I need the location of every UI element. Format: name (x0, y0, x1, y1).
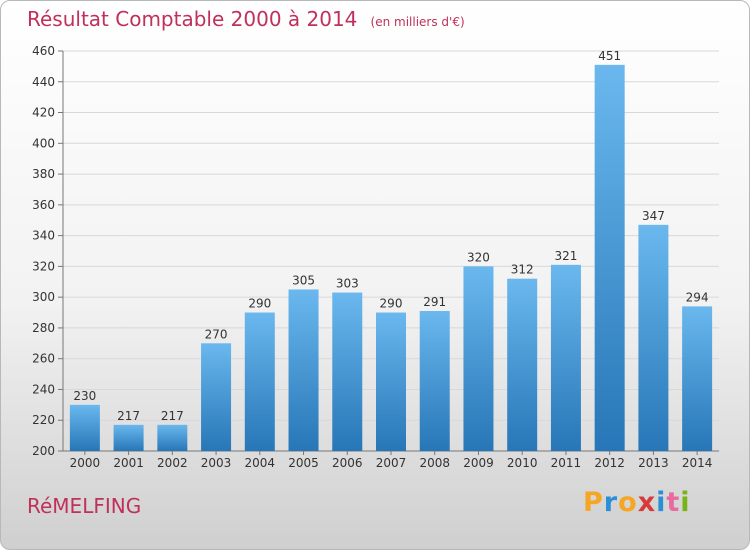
x-tick-label-2003: 2003 (201, 456, 232, 470)
value-label-2002: 217 (161, 409, 184, 423)
bar-2014 (682, 306, 713, 451)
bar-2011 (550, 264, 581, 451)
x-tick-label-2014: 2014 (682, 456, 713, 470)
title-row: Résultat Comptable 2000 à 2014 (en milli… (27, 7, 465, 31)
chart-unit: (en milliers d'€) (370, 15, 465, 29)
y-tick-label: 460 (32, 44, 55, 58)
y-tick-label: 360 (32, 198, 55, 212)
logo-letter: t (666, 487, 681, 518)
y-tick-label: 340 (32, 229, 55, 243)
bar-2008 (419, 311, 450, 451)
x-tick-label-2012: 2012 (594, 456, 625, 470)
y-tick-label: 280 (32, 321, 55, 335)
y-tick-label: 300 (32, 290, 55, 304)
bar-2000 (69, 404, 100, 451)
value-label-2009: 320 (467, 250, 490, 264)
logo-letter: i (680, 487, 691, 518)
bar-2005 (288, 289, 319, 451)
bar-2012 (594, 64, 625, 451)
x-tick-label-2010: 2010 (507, 456, 538, 470)
value-label-2008: 291 (423, 295, 446, 309)
bar-2009 (463, 266, 494, 451)
x-tick-label-2008: 2008 (419, 456, 450, 470)
bar-2001 (113, 424, 144, 451)
y-tick-label: 260 (32, 352, 55, 366)
logo-letter: x (637, 487, 657, 518)
value-label-2014: 294 (686, 290, 709, 304)
x-tick-label-2002: 2002 (157, 456, 188, 470)
x-tick-label-2011: 2011 (551, 456, 582, 470)
value-label-2003: 270 (205, 327, 228, 341)
x-tick-label-2004: 2004 (245, 456, 276, 470)
y-tick-label: 320 (32, 259, 55, 273)
x-tick-label-2005: 2005 (288, 456, 319, 470)
city-name: RéMELFING (27, 494, 142, 518)
logo-letter: o (618, 487, 638, 518)
y-tick-label: 200 (32, 444, 55, 458)
value-label-2011: 321 (554, 249, 577, 263)
chart-title: Résultat Comptable 2000 à 2014 (27, 7, 358, 31)
x-tick-label-2000: 2000 (70, 456, 101, 470)
x-tick-label-2007: 2007 (376, 456, 407, 470)
value-label-2012: 451 (598, 49, 621, 63)
y-tick-label: 240 (32, 382, 55, 396)
value-label-2000: 230 (73, 389, 96, 403)
logo-letter: r (603, 487, 619, 518)
proxiti-logo: Proxiti (583, 487, 691, 518)
y-tick-label: 380 (32, 167, 55, 181)
bar-2010 (507, 278, 538, 451)
logo-letter: i (656, 487, 667, 518)
y-tick-label: 220 (32, 413, 55, 427)
bar-2004 (244, 312, 275, 451)
value-label-2005: 305 (292, 273, 315, 287)
value-label-2006: 303 (336, 277, 359, 291)
value-label-2001: 217 (117, 409, 140, 423)
value-label-2004: 290 (248, 297, 271, 311)
value-label-2010: 312 (511, 263, 534, 277)
bar-2002 (157, 424, 188, 451)
bar-2013 (638, 224, 669, 451)
bar-2003 (201, 343, 232, 451)
y-tick-label: 420 (32, 106, 55, 120)
x-tick-label-2001: 2001 (113, 456, 144, 470)
x-tick-label-2013: 2013 (638, 456, 669, 470)
logo-letter: P (583, 487, 604, 518)
y-tick-label: 400 (32, 136, 55, 150)
value-label-2013: 347 (642, 209, 665, 223)
x-tick-label-2009: 2009 (463, 456, 494, 470)
bar-2006 (332, 292, 363, 451)
value-label-2007: 290 (380, 297, 403, 311)
x-tick-label-2006: 2006 (332, 456, 363, 470)
y-tick-label: 440 (32, 75, 55, 89)
bar-2007 (376, 312, 406, 451)
